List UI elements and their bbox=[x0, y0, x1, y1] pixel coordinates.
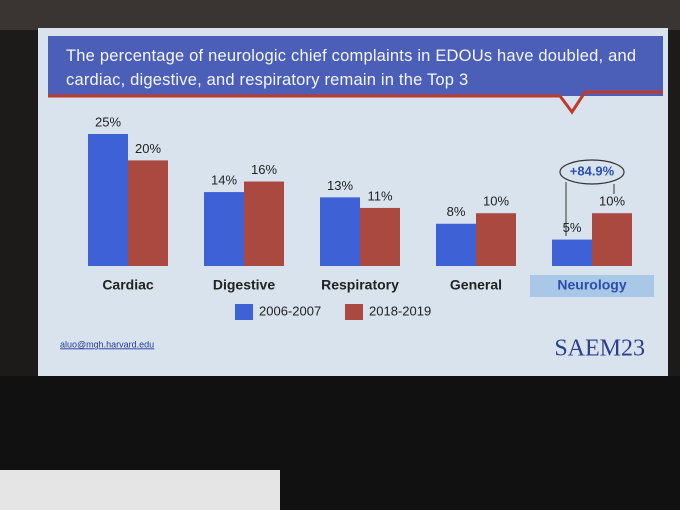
category-highlight bbox=[530, 275, 654, 297]
x-tick-label: Digestive bbox=[213, 277, 275, 293]
banner-accent bbox=[48, 90, 663, 115]
value-label: 13% bbox=[327, 178, 353, 193]
legend-label: 2006-2007 bbox=[259, 303, 321, 318]
value-label: 16% bbox=[251, 162, 277, 177]
bar bbox=[244, 181, 284, 266]
bar bbox=[88, 134, 128, 266]
bar bbox=[360, 207, 400, 266]
title-banner bbox=[48, 36, 663, 96]
x-tick-label: Respiratory bbox=[321, 277, 399, 293]
bar bbox=[476, 213, 516, 266]
projector bbox=[0, 470, 280, 510]
legend-swatch bbox=[345, 304, 363, 320]
value-label: 25% bbox=[95, 114, 121, 129]
bar bbox=[128, 160, 168, 266]
annotation: +84.9% bbox=[570, 163, 615, 178]
x-tick-label: Cardiac bbox=[102, 277, 154, 293]
value-label: 11% bbox=[367, 188, 392, 203]
bar bbox=[552, 239, 592, 266]
footer-email: aluo@mgh.harvard.edu bbox=[60, 339, 154, 349]
chart-title: The percentage of neurologic chief compl… bbox=[66, 47, 637, 89]
x-tick-label: General bbox=[450, 277, 502, 293]
annotation-oval bbox=[559, 159, 625, 185]
bar bbox=[320, 197, 360, 266]
bar bbox=[436, 223, 476, 266]
bar bbox=[204, 192, 244, 266]
legend-swatch bbox=[235, 304, 253, 320]
x-tick-label: Neurology bbox=[557, 277, 626, 293]
wall bbox=[0, 0, 680, 30]
footer-logo: SAEM23 bbox=[554, 336, 645, 362]
value-label: 5% bbox=[563, 220, 582, 235]
value-label: 8% bbox=[447, 204, 466, 219]
value-label: 10% bbox=[599, 194, 625, 209]
value-label: 10% bbox=[483, 194, 509, 209]
bar bbox=[592, 213, 632, 266]
value-label: 20% bbox=[135, 141, 161, 156]
legend-label: 2018-2019 bbox=[369, 303, 431, 318]
value-label: 14% bbox=[211, 173, 237, 188]
